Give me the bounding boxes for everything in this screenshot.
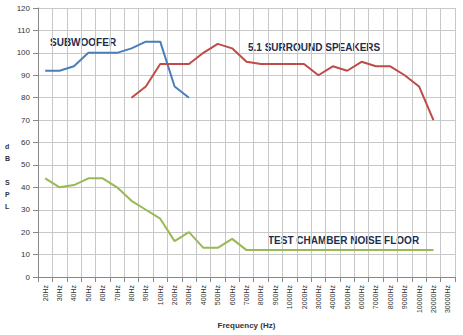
svg-text:1000Hz: 1000Hz	[286, 285, 293, 310]
svg-text:5000Hz: 5000Hz	[344, 285, 351, 310]
svg-text:60: 60	[21, 138, 30, 147]
svg-text:500Hz: 500Hz	[214, 285, 221, 306]
svg-text:20: 20	[21, 228, 30, 237]
svg-text:50: 50	[21, 160, 30, 169]
svg-text:2000Hz: 2000Hz	[301, 285, 308, 310]
svg-text:800Hz: 800Hz	[257, 285, 264, 306]
svg-text:7000Hz: 7000Hz	[372, 285, 379, 310]
svg-text:9000Hz: 9000Hz	[401, 285, 408, 310]
svg-text:100: 100	[17, 48, 31, 57]
svg-text:10: 10	[21, 250, 30, 259]
svg-text:80Hz: 80Hz	[128, 285, 135, 302]
svg-text:90Hz: 90Hz	[142, 285, 149, 302]
svg-text:B: B	[5, 155, 10, 162]
svg-text:110: 110	[17, 26, 30, 35]
svg-text:8000Hz: 8000Hz	[387, 285, 394, 310]
svg-text:900Hz: 900Hz	[272, 285, 279, 306]
svg-text:30000Hz: 30000Hz	[444, 285, 451, 314]
svg-text:4000Hz: 4000Hz	[329, 285, 336, 310]
svg-text:400Hz: 400Hz	[200, 285, 207, 306]
svg-text:200Hz: 200Hz	[171, 285, 178, 306]
svg-text:90: 90	[21, 71, 30, 80]
svg-text:100Hz: 100Hz	[157, 285, 164, 306]
svg-text:80: 80	[21, 93, 30, 102]
svg-text:70: 70	[21, 116, 30, 125]
svg-text:S: S	[5, 179, 10, 186]
svg-text:700Hz: 700Hz	[243, 285, 250, 306]
svg-text:30Hz: 30Hz	[56, 285, 63, 302]
svg-text:3000Hz: 3000Hz	[315, 285, 322, 310]
svg-text:600Hz: 600Hz	[229, 285, 236, 306]
svg-text:20000Hz: 20000Hz	[430, 285, 437, 314]
svg-text:300Hz: 300Hz	[185, 285, 192, 306]
svg-text:30: 30	[21, 205, 30, 214]
svg-text:0: 0	[26, 273, 31, 282]
svg-text:120: 120	[17, 4, 31, 13]
svg-text:10000Hz: 10000Hz	[416, 285, 423, 314]
svg-text:Frequency (Hz): Frequency (Hz)	[218, 321, 276, 330]
svg-text:70Hz: 70Hz	[114, 285, 121, 302]
svg-text:5.1 SURROUND SPEAKERS: 5.1 SURROUND SPEAKERS	[248, 42, 381, 53]
svg-text:TEST CHAMBER NOISE FLOOR: TEST CHAMBER NOISE FLOOR	[268, 234, 420, 246]
svg-text:40Hz: 40Hz	[70, 285, 77, 302]
svg-text:40: 40	[21, 183, 30, 192]
svg-text:60Hz: 60Hz	[99, 285, 106, 302]
svg-text:d: d	[5, 143, 9, 150]
svg-text:6000Hz: 6000Hz	[358, 285, 365, 310]
svg-text:L: L	[5, 203, 10, 210]
svg-text:P: P	[5, 191, 10, 198]
svg-text:SUBWOOFER: SUBWOOFER	[50, 37, 117, 48]
svg-text:50Hz: 50Hz	[85, 285, 92, 302]
svg-text:20Hz: 20Hz	[42, 285, 49, 302]
